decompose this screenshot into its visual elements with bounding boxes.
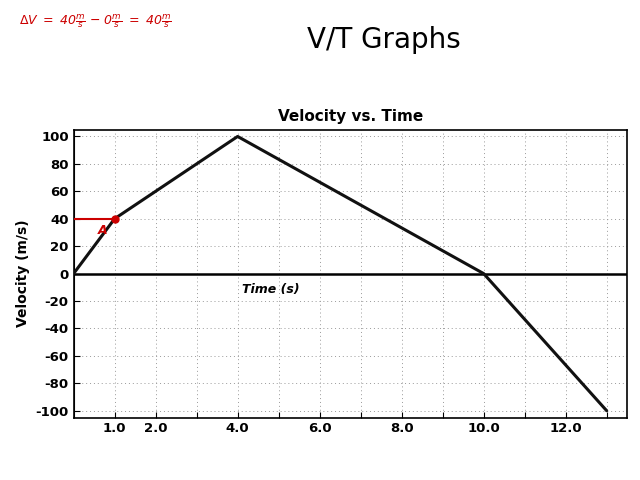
Y-axis label: Velocity (m/s): Velocity (m/s) [16,220,30,327]
Text: V/T Graphs: V/T Graphs [307,26,461,54]
Text: $\Delta$V $=$ 40$\frac{m}{s}$ $-$ 0$\frac{m}{s}$ $=$ 40$\frac{m}{s}$: $\Delta$V $=$ 40$\frac{m}{s}$ $-$ 0$\fra… [19,12,172,30]
Text: A: A [97,224,107,237]
Text: Time (s): Time (s) [242,283,300,296]
Title: Velocity vs. Time: Velocity vs. Time [278,109,423,124]
